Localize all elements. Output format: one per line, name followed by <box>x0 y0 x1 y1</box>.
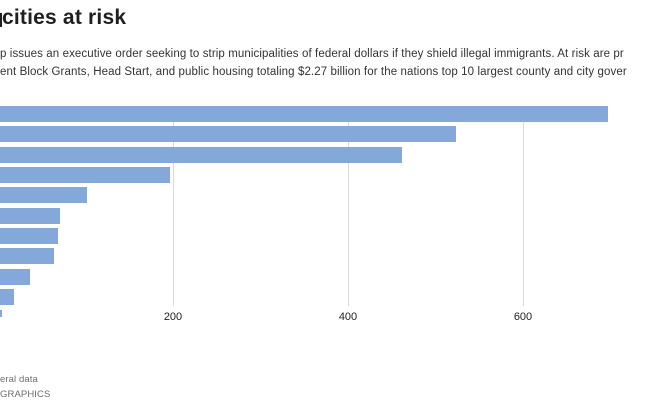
chart-subtitle-line-1: p issues an executive order seeking to s… <box>0 48 624 60</box>
bar-row-7 <box>0 228 58 244</box>
bar-row-10 <box>0 289 14 305</box>
bar-row-2 <box>0 126 456 142</box>
bar-row-8 <box>0 248 54 264</box>
gridline-200 <box>173 106 174 306</box>
chart-subtitle-line-2: ent Block Grants, Head Start, and public… <box>0 66 627 78</box>
bar-row-6 <box>0 208 60 224</box>
bar-row-9 <box>0 269 30 285</box>
bar-row-5 <box>0 187 87 203</box>
cropped-title-glyph-fragment <box>0 13 2 27</box>
chart-title: cities at risk <box>2 6 127 29</box>
gridline-400 <box>348 106 349 306</box>
gridline-600 <box>523 106 524 306</box>
x-tick-label-600: 600 <box>513 311 533 323</box>
x-tick-label-400: 400 <box>338 311 358 323</box>
bar-row-1 <box>0 106 608 122</box>
plot-area <box>0 106 650 306</box>
cropped-axis-glyph-fragment <box>0 310 2 317</box>
credit-line: GRAPHICS <box>0 389 51 400</box>
x-tick-label-200: 200 <box>163 311 183 323</box>
source-line: eral data <box>0 374 38 385</box>
bar-row-4 <box>0 167 170 183</box>
bar-row-3 <box>0 147 402 163</box>
